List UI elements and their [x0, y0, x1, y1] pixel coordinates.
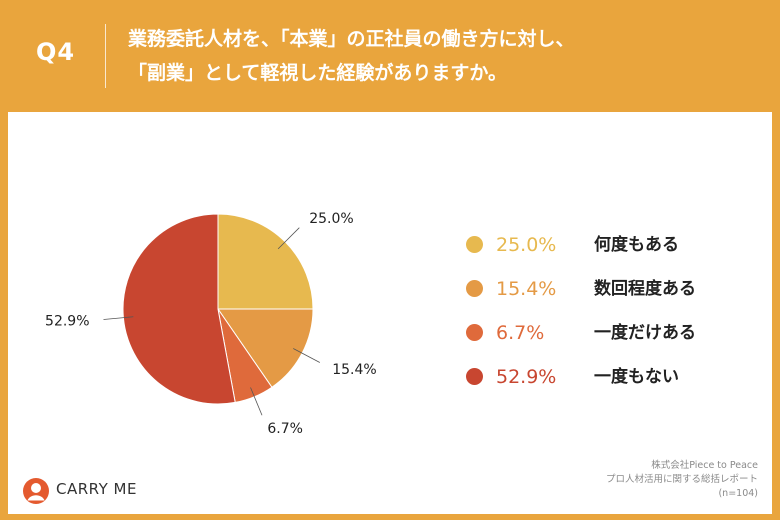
legend-value: 6.7%: [496, 322, 545, 344]
legend-label: 何度もある: [594, 235, 679, 255]
pie-slice-never: [122, 213, 236, 405]
question-title: 業務委託人材を、「本業」の正社員の働き方に対し、 「副業」として軽視した経験があ…: [128, 22, 768, 90]
data-label: 25.0%: [309, 211, 353, 227]
legend-swatch: [466, 324, 483, 341]
legend-value: 15.4%: [496, 278, 557, 300]
legend-label: 一度だけある: [594, 323, 696, 343]
source-report: プロ人材活用に関する総括レポート: [605, 474, 758, 485]
carry-me-logo-icon: [23, 478, 49, 504]
source-company: 株式会社Piece to Peace: [651, 460, 758, 471]
data-label: 15.4%: [332, 362, 376, 378]
legend-swatch: [466, 368, 483, 385]
legend-value: 52.9%: [496, 366, 557, 388]
content-panel: 25.0% 15.4% 6.7% 52.9% 25.0% 何度もある 15.4% 数回…: [8, 112, 772, 514]
leader-line: [103, 316, 134, 320]
leader-line: [277, 227, 300, 250]
question-title-line-2: 「副業」として軽視した経験がありますか。: [128, 62, 508, 84]
source-sample-size: (n=104): [718, 488, 758, 499]
brand-name: CARRY ME: [56, 480, 137, 498]
header-divider: [105, 24, 106, 88]
leader-line: [250, 387, 263, 416]
legend-value: 25.0%: [496, 234, 557, 256]
legend-label: 一度もない: [594, 367, 679, 387]
source-note: 株式会社Piece to Peace プロ人材活用に関する総括レポート (n=1…: [606, 459, 758, 501]
question-label: Q4: [36, 38, 76, 66]
legend-swatch: [466, 236, 483, 253]
pie-chart: 25.0% 15.4% 6.7% 52.9%: [45, 211, 377, 437]
legend-swatch: [466, 280, 483, 297]
leader-line: [293, 348, 320, 363]
legend-label: 数回程度ある: [594, 279, 696, 299]
data-label: 52.9%: [45, 314, 89, 330]
question-title-line-1: 業務委託人材を、「本業」の正社員の働き方に対し、: [128, 28, 575, 50]
data-label: 6.7%: [267, 421, 303, 437]
header: Q4 業務委託人材を、「本業」の正社員の働き方に対し、 「副業」として軽視した経…: [0, 0, 780, 112]
